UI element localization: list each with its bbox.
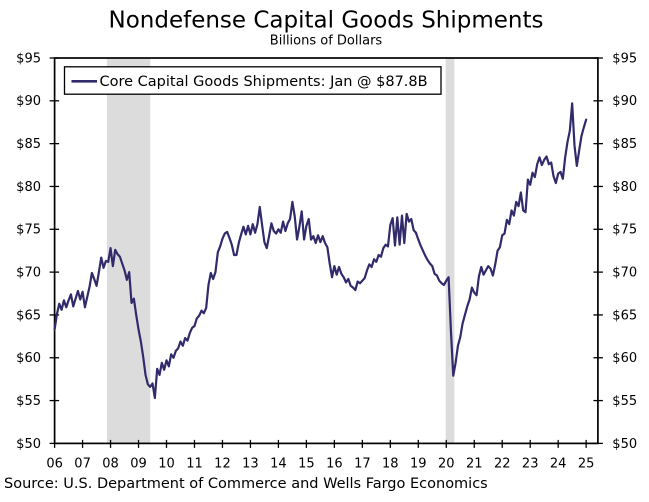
y-axis-label-right: $85 — [612, 137, 637, 152]
x-axis-label: 10 — [158, 457, 175, 472]
y-axis-label-left: $75 — [16, 223, 41, 238]
chart-subtitle: Billions of Dollars — [270, 34, 383, 49]
source-text: Source: U.S. Department of Commerce and … — [4, 476, 488, 492]
x-axis-label: 20 — [438, 457, 455, 472]
recession-bands — [106, 58, 455, 444]
y-axis-label-left: $50 — [16, 437, 41, 452]
x-axis-label: 07 — [74, 457, 91, 472]
y-axis-label-right: $70 — [612, 266, 637, 281]
x-axis-label: 14 — [270, 457, 287, 472]
x-axis-label: 17 — [354, 457, 371, 472]
y-axis-label-left: $95 — [16, 51, 41, 66]
y-axis-label-right: $65 — [612, 308, 637, 323]
axes: $50 $50 $55 $55 $60 $60 $65 $65 $70 $70 $75 $75 $80 $… — [16, 51, 637, 471]
y-axis-label-left: $70 — [16, 266, 41, 281]
y-axis-label-right: $55 — [612, 394, 637, 409]
y-axis-label-right: $90 — [612, 94, 637, 109]
x-axis-label: 22 — [494, 457, 511, 472]
y-axis-label-right: $60 — [612, 351, 637, 366]
x-axis-label: 11 — [186, 457, 203, 472]
legend: Core Capital Goods Shipments: Jan @ $87.… — [63, 66, 442, 95]
chart-title: Nondefense Capital Goods Shipments — [109, 8, 544, 34]
recession-band — [445, 58, 455, 444]
x-axis-label: 16 — [326, 457, 343, 472]
x-axis-label: 24 — [550, 457, 567, 472]
x-axis-label: 23 — [522, 457, 539, 472]
y-axis-label-left: $55 — [16, 394, 41, 409]
y-axis-label-left: $90 — [16, 94, 41, 109]
x-axis-label: 13 — [242, 457, 259, 472]
y-axis-label-left: $80 — [16, 180, 41, 195]
y-axis-label-left: $60 — [16, 351, 41, 366]
data-series — [53, 102, 588, 400]
y-axis-label-left: $65 — [16, 308, 41, 323]
x-axis-label: 18 — [382, 457, 399, 472]
x-axis-label: 09 — [130, 457, 147, 472]
x-axis-label: 15 — [298, 457, 315, 472]
y-axis-label-right: $80 — [612, 180, 637, 195]
plot-border — [53, 57, 599, 445]
recession-band — [106, 58, 151, 444]
y-axis-label-right: $95 — [612, 51, 637, 66]
legend-label: Core Capital Goods Shipments: Jan @ $87.… — [100, 74, 428, 90]
data-line — [53, 102, 588, 400]
x-axis-label: 25 — [578, 457, 595, 472]
x-axis-label: 08 — [102, 457, 119, 472]
x-axis-label: 21 — [466, 457, 483, 472]
x-axis-label: 19 — [410, 457, 427, 472]
y-axis-label-left: $85 — [16, 137, 41, 152]
legend-box — [63, 66, 442, 95]
x-axis-label: 12 — [214, 457, 231, 472]
x-axis-label: 06 — [46, 457, 63, 472]
y-axis-label-right: $50 — [612, 437, 637, 452]
y-axis-label-right: $75 — [612, 223, 637, 238]
